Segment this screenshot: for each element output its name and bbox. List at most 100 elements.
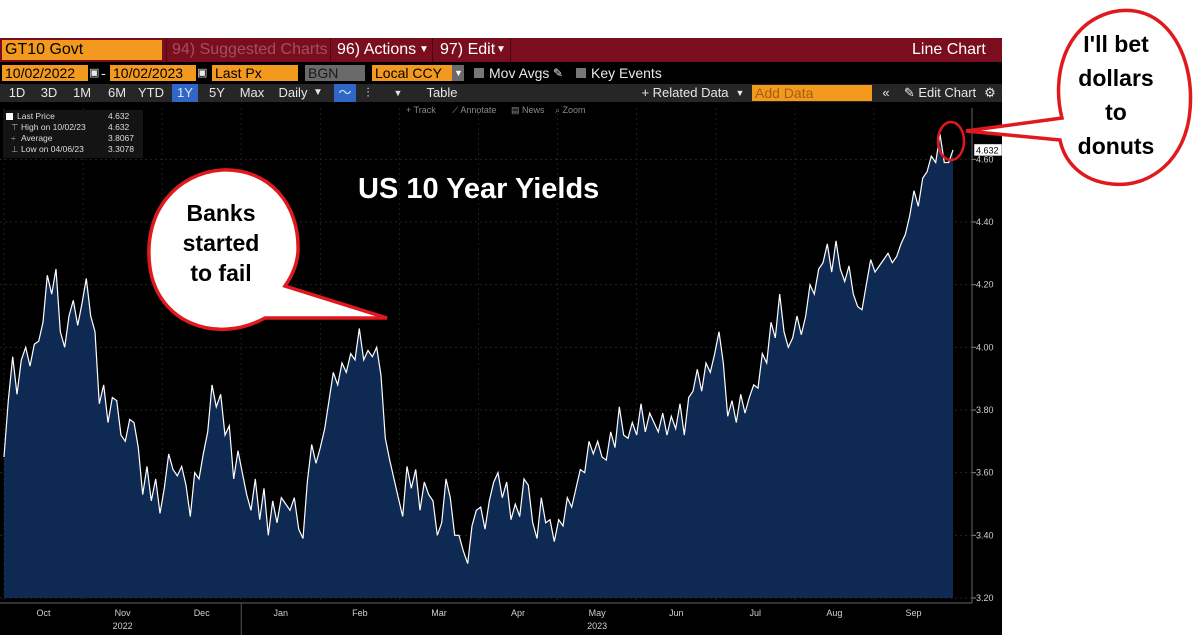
- y-tick-label: 4.00: [976, 342, 994, 352]
- period-button[interactable]: 5Y: [209, 85, 225, 100]
- currency-select[interactable]: Local CCY: [372, 65, 452, 81]
- period-button[interactable]: YTD: [138, 85, 164, 100]
- donuts-line-3: to: [1105, 99, 1127, 125]
- banks-line-3: to fail: [190, 260, 251, 286]
- crosshair-icon: +: [406, 105, 414, 115]
- year-label: 2022: [113, 621, 133, 631]
- key-events-checkbox[interactable]: [576, 68, 586, 78]
- x-tick-label: Apr: [511, 608, 525, 618]
- edit-caret-icon: ▼: [496, 44, 506, 55]
- yield-area: [4, 134, 953, 599]
- legend-value: 4.632: [108, 122, 130, 132]
- period-button[interactable]: 1D: [8, 85, 26, 100]
- edit-chart-pencil-icon: ✎: [903, 85, 919, 100]
- date-dash: -: [101, 65, 106, 81]
- x-tick-label: May: [589, 608, 607, 618]
- security-field[interactable]: GT10 Govt: [2, 40, 162, 60]
- style-caret-icon[interactable]: ▼: [393, 88, 403, 98]
- high-icon: ⊤: [11, 122, 19, 132]
- donuts-line-2: dollars: [1078, 65, 1153, 91]
- controls-bar: 10/02/2022 ▣ - 10/02/2023 ▣ Last Px BGN …: [0, 65, 1002, 83]
- add-data-input[interactable]: Add Data: [752, 85, 872, 101]
- legend-value: 3.8067: [108, 133, 134, 143]
- x-tick-label: Jun: [669, 608, 684, 618]
- track-label: Track: [413, 105, 436, 115]
- line-chart-icon[interactable]: 〜: [334, 84, 356, 102]
- key-events-label: Key Events: [591, 65, 662, 81]
- header-separator: [166, 38, 167, 62]
- track-tool[interactable]: + Track: [406, 104, 436, 116]
- banks-callout: Banks started to fail: [147, 168, 388, 332]
- annotate-icon: ⟋: [452, 105, 461, 115]
- news-tool[interactable]: ▤ News: [511, 104, 545, 116]
- yield-line: [3, 134, 954, 564]
- period-button[interactable]: 1M: [72, 85, 92, 100]
- edit-chart-button[interactable]: ✎ Edit Chart: [900, 84, 980, 102]
- mov-avgs-label: Mov Avgs: [489, 65, 550, 81]
- collapse-icon[interactable]: «: [882, 85, 890, 100]
- gear-icon[interactable]: ⚙: [984, 85, 996, 100]
- zoom-label: Zoom: [562, 105, 586, 115]
- y-tick-label: 3.40: [976, 530, 994, 540]
- header-separator: [330, 38, 331, 62]
- highlight-circle: [936, 120, 966, 162]
- news-icon: ▤: [511, 105, 523, 115]
- x-tick-label: Nov: [115, 608, 132, 618]
- last-value-label: 4.632: [976, 145, 999, 155]
- edit-chart-label: Edit Chart: [918, 85, 977, 100]
- mov-avgs-checkbox[interactable]: [474, 68, 484, 78]
- chart-title: US 10 Year Yields: [358, 173, 599, 205]
- table-button[interactable]: Table: [426, 85, 458, 100]
- y-tick-label: 4.60: [976, 154, 994, 164]
- x-tick-label: Aug: [826, 608, 842, 618]
- banks-bubble: [147, 168, 388, 332]
- legend-swatch: [6, 113, 13, 120]
- period-button[interactable]: 3D: [40, 85, 58, 100]
- field-select[interactable]: Last Px: [212, 65, 298, 81]
- donuts-callout: I'll bet dollars to donuts: [965, 8, 1193, 187]
- period-button-selected[interactable]: 1Y: [172, 84, 198, 102]
- year-label: 2023: [587, 621, 607, 631]
- y-tick-label: 4.40: [976, 217, 994, 227]
- start-date-field[interactable]: 10/02/2022: [2, 65, 88, 81]
- start-calendar-icon[interactable]: ▣: [89, 67, 100, 79]
- chart-area[interactable]: 4.632 3.20 3.40 3.60 3.80 4.00 4.20 4.40 4.60 O…: [0, 38, 1002, 635]
- legend-label: Last Price: [17, 111, 55, 121]
- legend-box: Last Price 4.632 ⊤ High on 10/02/23 4.63…: [3, 110, 143, 158]
- edit-menu[interactable]: 97) Edit: [440, 41, 496, 58]
- y-tick-label: 3.80: [976, 405, 994, 415]
- y-tick-label: 3.20: [976, 593, 994, 603]
- donuts-line-1: I'll bet: [1083, 31, 1149, 57]
- average-icon: ÷: [11, 133, 16, 143]
- legend-label: Average: [21, 133, 53, 143]
- period-button[interactable]: 6M: [107, 85, 127, 100]
- x-tick-label: Oct: [37, 608, 52, 618]
- actions-menu[interactable]: 96) Actions: [337, 41, 417, 58]
- currency-dropdown-icon[interactable]: ▼: [452, 65, 464, 81]
- x-tick-label: Feb: [352, 608, 368, 618]
- related-data-button[interactable]: + Related Data: [641, 85, 729, 100]
- source-field[interactable]: BGN: [305, 65, 365, 81]
- actions-caret-icon: ▼: [419, 44, 429, 55]
- period-button[interactable]: Max: [239, 85, 265, 100]
- donuts-bubble: [965, 8, 1193, 187]
- low-icon: ⊥: [11, 144, 19, 154]
- x-tick-label: Jul: [750, 608, 762, 618]
- end-calendar-icon[interactable]: ▣: [197, 67, 208, 79]
- pencil-icon[interactable]: ✎: [553, 66, 564, 80]
- news-label: News: [522, 105, 545, 115]
- frequency-caret-icon: ▼: [313, 87, 323, 98]
- frequency-select[interactable]: Daily: [278, 85, 308, 100]
- suggested-charts-button[interactable]: 94) Suggested Charts: [172, 41, 328, 58]
- legend-label: Low on 04/06/23: [21, 144, 84, 154]
- banks-line-2: started: [183, 230, 260, 256]
- related-caret-icon: ▼: [735, 88, 745, 98]
- chart-type-label: Line Chart: [912, 41, 986, 58]
- end-date-field[interactable]: 10/02/2023: [110, 65, 196, 81]
- header-separator: [432, 38, 433, 62]
- bar-style-icon[interactable]: ⫶: [366, 85, 370, 100]
- legend-label: High on 10/02/23: [21, 122, 86, 132]
- header-separator: [510, 38, 511, 62]
- last-value-tag: [973, 143, 1002, 157]
